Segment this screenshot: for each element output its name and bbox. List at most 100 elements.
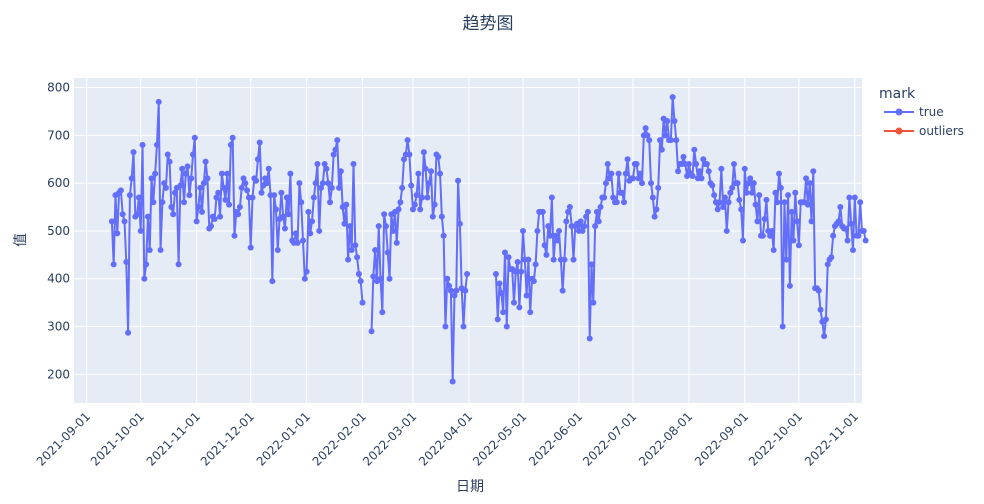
data-point-true[interactable] [786,282,793,289]
data-point-true[interactable] [563,218,570,225]
legend-item-outliers[interactable]: outliers [884,124,964,138]
data-point-true[interactable] [581,223,588,230]
data-point-true[interactable] [393,239,400,246]
data-point-true[interactable] [669,94,676,101]
data-point-true[interactable] [345,256,352,263]
data-point-true[interactable] [788,208,795,215]
data-point-true[interactable] [298,199,305,206]
data-point-true[interactable] [218,170,225,177]
data-point-true[interactable] [525,256,532,263]
data-point-true[interactable] [375,223,382,230]
data-point-true[interactable] [498,290,505,297]
data-point-true[interactable] [849,247,856,254]
data-point-true[interactable] [301,275,308,282]
data-point-true[interactable] [505,254,512,261]
data-point-true[interactable] [804,201,811,208]
data-point-true[interactable] [204,175,211,182]
data-point-true[interactable] [354,254,361,261]
data-point-true[interactable] [646,137,653,144]
data-point-true[interactable] [846,194,853,201]
data-point-true[interactable] [449,378,456,385]
data-point-true[interactable] [601,194,608,201]
data-point-true[interactable] [256,139,263,146]
data-point-true[interactable] [337,168,344,175]
data-point-true[interactable] [595,218,602,225]
data-point-true[interactable] [622,170,629,177]
data-point-true[interactable] [651,213,658,220]
data-point-true[interactable] [514,259,521,266]
data-point-true[interactable] [494,316,501,323]
data-point-true[interactable] [179,165,186,172]
data-point-true[interactable] [604,161,611,168]
data-point-true[interactable] [123,259,130,266]
data-point-true[interactable] [200,180,207,187]
data-point-true[interactable] [440,232,447,239]
data-point-true[interactable] [323,165,330,172]
data-point-true[interactable] [177,182,184,189]
data-point-true[interactable] [126,192,133,199]
data-point-true[interactable] [139,141,146,148]
data-point-true[interactable] [114,230,121,237]
data-point-true[interactable] [307,230,314,237]
data-point-true[interactable] [584,208,591,215]
data-point-true[interactable] [321,161,328,168]
data-point-true[interactable] [370,273,377,280]
data-point-true[interactable] [783,256,790,263]
legend-item-true[interactable]: true [884,105,944,119]
data-point-true[interactable] [240,175,247,182]
data-point-true[interactable] [543,251,550,258]
data-point-true[interactable] [794,218,801,225]
data-point-true[interactable] [685,161,692,168]
data-point-true[interactable] [709,182,716,189]
data-point-true[interactable] [520,227,526,234]
data-point-true[interactable] [269,278,276,285]
data-point-true[interactable] [168,204,175,211]
data-point-true[interactable] [303,268,310,275]
data-point-true[interactable] [253,177,260,184]
data-point-true[interactable] [247,244,254,251]
data-point-true[interactable] [159,199,166,206]
data-point-true[interactable] [566,204,573,211]
data-point-true[interactable] [456,220,463,227]
data-point-true[interactable] [327,199,334,206]
data-point-true[interactable] [649,194,656,201]
data-point-true[interactable] [254,156,261,163]
data-point-true[interactable] [368,328,375,335]
data-point-true[interactable] [554,237,561,244]
data-point-true[interactable] [500,309,507,316]
data-point-true[interactable] [518,268,525,275]
data-point-true[interactable] [743,189,750,196]
data-point-true[interactable] [381,211,388,218]
data-point-true[interactable] [224,170,231,177]
data-point-true[interactable] [664,118,671,125]
data-point-true[interactable] [774,199,781,206]
data-point-true[interactable] [810,168,817,175]
data-point-true[interactable] [613,199,620,206]
data-point-true[interactable] [662,132,669,139]
data-point-true[interactable] [404,137,411,144]
data-point-true[interactable] [462,287,469,294]
data-point-true[interactable] [227,141,234,148]
data-point-true[interactable] [426,180,433,187]
data-point-true[interactable] [723,227,730,234]
data-point-true[interactable] [455,177,462,184]
data-point-true[interactable] [438,213,445,220]
data-point-true[interactable] [435,153,442,160]
plot-area[interactable] [74,78,862,403]
data-point-true[interactable] [592,223,599,230]
data-point-true[interactable] [590,299,597,306]
data-point-true[interactable] [862,237,869,244]
data-point-true[interactable] [734,180,741,187]
data-point-true[interactable] [547,232,554,239]
data-point-true[interactable] [422,165,429,172]
data-point-true[interactable] [739,237,746,244]
data-point-true[interactable] [696,168,703,175]
data-point-true[interactable] [190,151,197,158]
data-point-true[interactable] [637,170,644,177]
data-point-true[interactable] [220,184,227,191]
data-point-true[interactable] [828,254,835,261]
data-point-true[interactable] [446,282,453,289]
data-point-true[interactable] [379,309,386,316]
data-point-true[interactable] [319,180,326,187]
data-point-true[interactable] [620,199,627,206]
